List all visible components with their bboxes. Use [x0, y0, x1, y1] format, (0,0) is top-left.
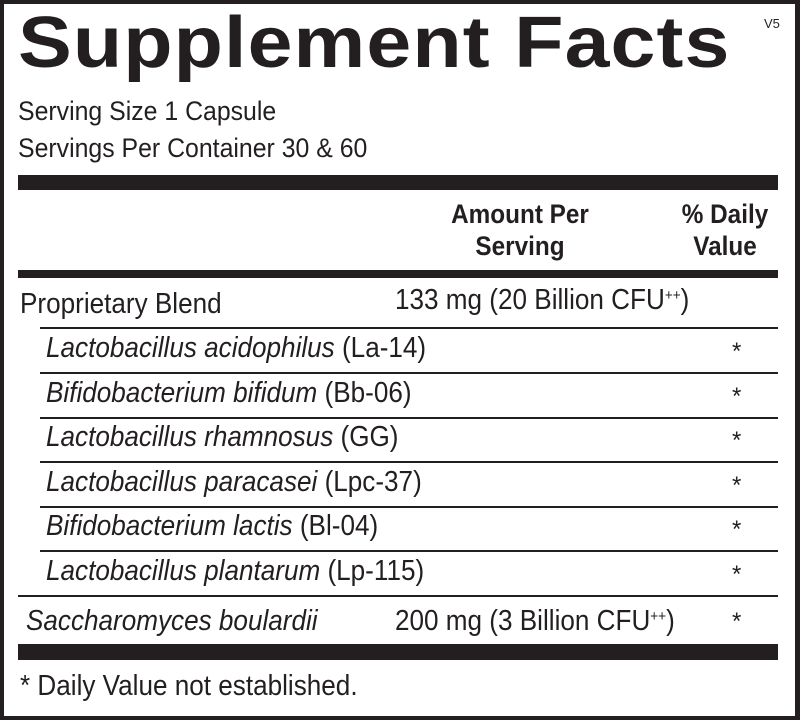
servings-per-container: Servings Per Container 30 & 60	[18, 133, 368, 163]
row-divider	[40, 461, 778, 463]
strain-code: (GG)	[333, 421, 399, 453]
strain-code: (La-14)	[334, 332, 427, 364]
amount-text: 133 mg (20 Billion CFU	[395, 284, 665, 316]
row-divider	[40, 505, 778, 508]
row-divider	[40, 327, 778, 329]
footnote: * Daily Value not established.	[20, 670, 358, 702]
blend-name: Proprietary Blend	[20, 288, 222, 320]
paren: )	[680, 284, 690, 316]
row-divider	[40, 416, 778, 419]
sacch-amount: 200 mg (3 Billion CFU++)	[395, 605, 675, 638]
daily-value: *	[732, 560, 742, 588]
ingredient-name: Lactobacillus rhamnosus	[46, 421, 334, 453]
ingredient-row: Lactobacillus paracasei (Lpc-37)	[46, 466, 422, 499]
thick-divider	[18, 644, 778, 660]
daily-value: *	[732, 608, 742, 635]
ingredient-name: Saccharomyces boulardii	[26, 605, 318, 637]
ingredient-row: Bifidobacterium lactis (Bl-04)	[46, 510, 378, 543]
medium-divider	[18, 270, 778, 278]
strain-code: (Lp-115)	[320, 554, 425, 587]
daily-value: *	[732, 516, 742, 543]
amount-text: 200 mg (3 Billion CFU	[395, 605, 651, 637]
paren: )	[666, 605, 675, 637]
row-divider	[18, 594, 778, 597]
ingredient-row: Lactobacillus rhamnosus (GG)	[46, 421, 399, 454]
ingredient-name: Bifidobacterium lactis	[46, 510, 293, 542]
thick-divider	[18, 175, 778, 190]
ingredient-name: Lactobacillus paracasei	[46, 465, 318, 498]
strain-code: (Bl-04)	[292, 510, 379, 542]
daily-value: *	[732, 471, 742, 499]
ingredient-row: Bifidobacterium bifidum (Bb-06)	[46, 377, 412, 410]
row-divider	[40, 550, 778, 552]
ingredient-name: Bifidobacterium bifidum	[46, 376, 318, 409]
header-text: % Daily	[681, 199, 769, 229]
row-divider	[40, 372, 778, 374]
label-title: Supplement Facts	[18, 3, 731, 83]
footnote-mark: ++	[650, 608, 667, 625]
daily-value: *	[732, 427, 742, 454]
sacch-row: Saccharomyces boulardii	[26, 605, 318, 638]
strain-code: (Lpc-37)	[317, 465, 422, 498]
header-text: Amount Per	[451, 199, 589, 229]
blend-amount: 133 mg (20 Billion CFU++)	[395, 284, 689, 317]
daily-value-header: % Daily Value	[667, 198, 784, 262]
daily-value: *	[732, 338, 742, 365]
header-text: Serving	[475, 231, 565, 261]
version-mark: V5	[764, 16, 780, 31]
ingredient-row: Lactobacillus acidophilus (La-14)	[46, 332, 426, 365]
strain-code: (Bb-06)	[317, 376, 412, 409]
ingredient-name: Lactobacillus acidophilus	[46, 332, 335, 364]
header-text: Value	[693, 231, 757, 261]
footnote-mark: ++	[664, 287, 681, 304]
ingredient-name: Lactobacillus plantarum	[46, 554, 321, 587]
amount-per-serving-header: Amount Per Serving	[439, 198, 601, 262]
serving-size: Serving Size 1 Capsule	[18, 96, 277, 126]
daily-value: *	[732, 382, 742, 410]
ingredient-row: Lactobacillus plantarum (Lp-115)	[46, 555, 424, 588]
